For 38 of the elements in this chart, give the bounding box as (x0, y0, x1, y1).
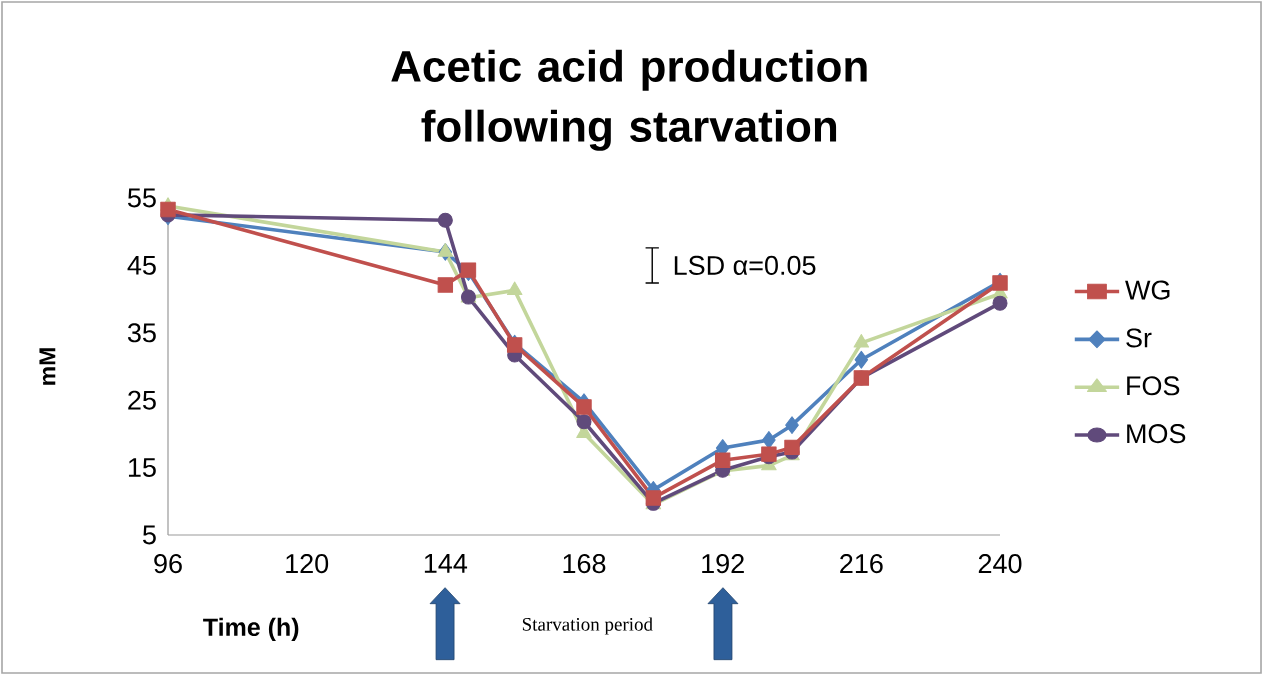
point (854, 350, 869, 369)
point (576, 399, 592, 415)
legend-label: Sr (1126, 328, 1152, 348)
chart-title: Acetic acid production following starvation (391, 49, 867, 151)
legend-label: MOS (1127, 424, 1186, 444)
point (762, 431, 776, 449)
annotation: LSD α=0.05 (674, 255, 816, 275)
legend-label: WG (1125, 280, 1170, 300)
point (714, 452, 731, 468)
point (785, 416, 799, 435)
y-tick-label: 5 (142, 525, 156, 545)
point (853, 334, 870, 348)
legend-label: FOS (1127, 376, 1180, 396)
point (784, 439, 800, 456)
y-tick-label: 35 (127, 323, 156, 343)
point (460, 262, 477, 278)
point (576, 414, 592, 430)
x-axis-title: Time (h) (203, 617, 299, 641)
point (437, 212, 453, 228)
y-tick-label: 55 (127, 188, 156, 208)
text: Starvation period (522, 617, 653, 635)
point (437, 277, 454, 293)
y-tick-label: 25 (128, 390, 156, 410)
x-tick-label: 240 (978, 554, 1022, 574)
point (437, 243, 454, 257)
y-tick-label: 15 (128, 458, 156, 478)
point (992, 295, 1008, 311)
point (160, 201, 176, 218)
point (645, 490, 662, 506)
x-tick-label: 120 (286, 554, 329, 574)
x-tick-label: 144 (424, 554, 468, 573)
y-axis-title: mM (39, 348, 56, 385)
x-tick-label: 216 (840, 554, 883, 574)
point (506, 281, 523, 296)
x-tick-label: 96 (154, 554, 182, 574)
x-tick-label: 168 (563, 554, 606, 574)
x-tick-label: 192 (702, 554, 744, 574)
y-tick-label: 45 (127, 255, 156, 275)
